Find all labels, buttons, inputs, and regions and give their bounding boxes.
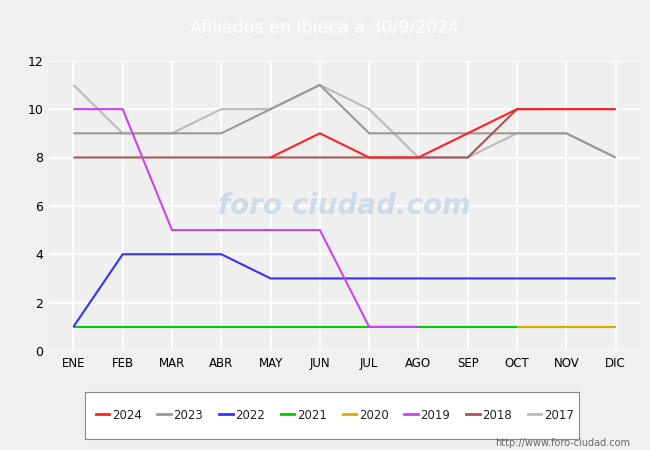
Text: 2018: 2018	[482, 409, 512, 422]
Text: 2022: 2022	[235, 409, 265, 422]
Text: 2024: 2024	[112, 409, 142, 422]
Text: 2021: 2021	[297, 409, 327, 422]
Text: Afiliados en Ibieca a 30/9/2024: Afiliados en Ibieca a 30/9/2024	[190, 18, 460, 36]
Text: 2019: 2019	[421, 409, 450, 422]
Text: 2020: 2020	[359, 409, 389, 422]
Text: foro ciudad.com: foro ciudad.com	[218, 192, 471, 220]
Text: 2017: 2017	[544, 409, 574, 422]
Text: http://www.foro-ciudad.com: http://www.foro-ciudad.com	[495, 438, 630, 448]
Text: 2023: 2023	[174, 409, 203, 422]
